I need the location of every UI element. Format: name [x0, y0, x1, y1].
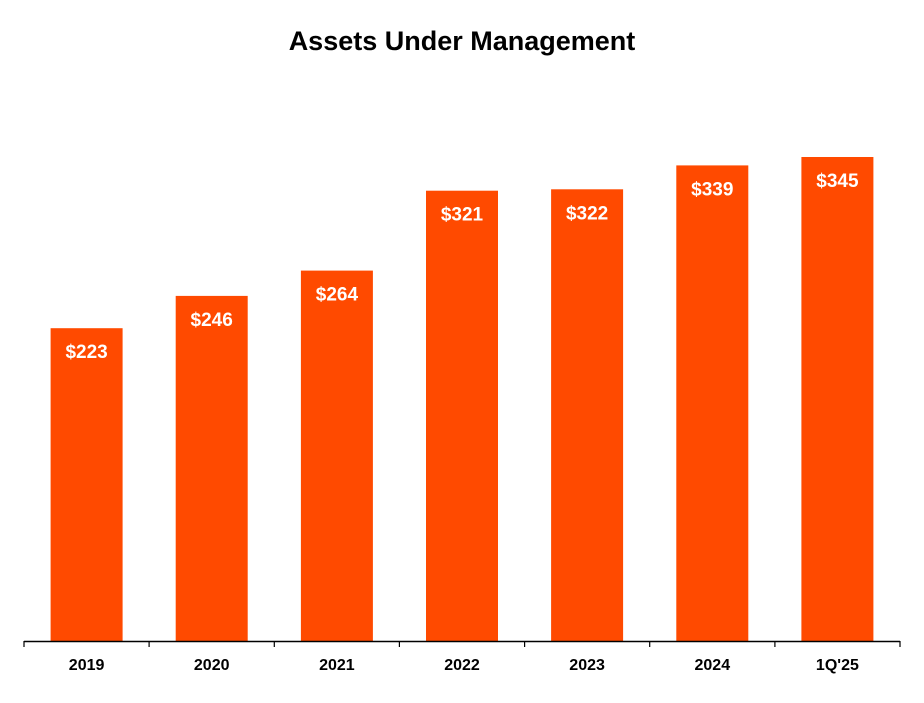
x-tick-label-2023: 2023 [569, 657, 605, 674]
x-tick-label-2019: 2019 [69, 657, 105, 674]
data-label-2024: $339 [691, 179, 733, 200]
data-label-2021: $264 [316, 285, 359, 306]
bar-2021 [300, 270, 373, 641]
x-tick-label-2024: 2024 [695, 657, 731, 674]
bar-2022 [426, 190, 498, 641]
data-label-2020: $246 [191, 310, 233, 331]
bar-2019 [50, 328, 123, 641]
bar-2020 [175, 295, 248, 641]
chart-title: Assets Under Management [288, 26, 636, 56]
bar-2023 [551, 189, 624, 642]
x-tick-label-1Q'25: 1Q'25 [816, 657, 859, 674]
x-tick-label-2020: 2020 [194, 657, 230, 674]
bar-2024 [676, 165, 749, 641]
data-label-2023: $322 [566, 203, 608, 224]
x-axis [23, 640, 901, 647]
x-tick-label-2022: 2022 [444, 657, 480, 674]
x-tick-label-2021: 2021 [319, 657, 355, 674]
data-label-1Q'25: $345 [816, 171, 859, 192]
data-label-2022: $321 [441, 205, 484, 226]
data-label-2019: $223 [65, 342, 107, 363]
bar-1Q'25 [801, 157, 874, 641]
data-labels-layer: $223 $246 $264 $321 $322 $339 $345 [65, 171, 859, 363]
bars-layer [50, 157, 874, 642]
x-tick-labels: 2019 2020 2021 2022 2023 2024 1Q'25 [69, 657, 859, 674]
